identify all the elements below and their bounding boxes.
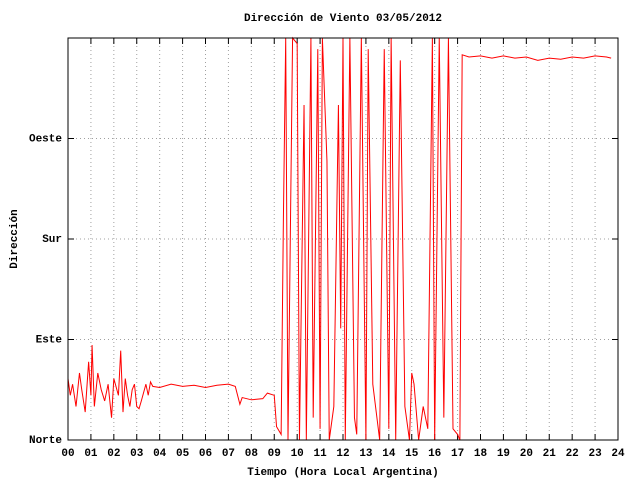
y-tick-label: Este: [36, 334, 63, 346]
x-tick-label: 05: [176, 448, 190, 460]
x-tick-label: 17: [451, 448, 464, 460]
x-tick-label: 03: [130, 448, 144, 460]
x-tick-label: 01: [84, 448, 98, 460]
x-tick-label: 06: [199, 448, 212, 460]
x-tick-label: 12: [336, 448, 349, 460]
x-tick-label: 08: [245, 448, 259, 460]
x-tick-label: 04: [153, 448, 167, 460]
x-tick-label: 24: [611, 448, 625, 460]
x-tick-label: 14: [382, 448, 396, 460]
x-tick-label: 15: [405, 448, 419, 460]
x-tick-label: 18: [474, 448, 488, 460]
data-line: [67, 36, 612, 441]
x-tick-label: 00: [61, 448, 74, 460]
x-tick-label: 02: [107, 448, 120, 460]
x-tick-label: 23: [588, 448, 602, 460]
chart-title: Dirección de Viento 03/05/2012: [244, 13, 442, 25]
y-tick-label: Sur: [42, 234, 62, 246]
y-tick-label: Norte: [29, 435, 62, 447]
x-tick-label: 20: [520, 448, 533, 460]
x-tick-label: 09: [268, 448, 281, 460]
x-axis-label: Tiempo (Hora Local Argentina): [247, 467, 438, 479]
y-axis-label: Dirección: [9, 209, 21, 268]
x-tick-label: 10: [291, 448, 304, 460]
plot-border: [67, 37, 619, 441]
x-tick-label: 19: [497, 448, 510, 460]
x-tick-label: 13: [359, 448, 373, 460]
x-tick-label: 11: [313, 448, 327, 460]
x-tick-label: 22: [566, 448, 579, 460]
x-tick-label: 21: [543, 448, 557, 460]
x-tick-label: 07: [222, 448, 235, 460]
x-tick-label: 16: [428, 448, 441, 460]
y-tick-label: Oeste: [29, 133, 62, 145]
